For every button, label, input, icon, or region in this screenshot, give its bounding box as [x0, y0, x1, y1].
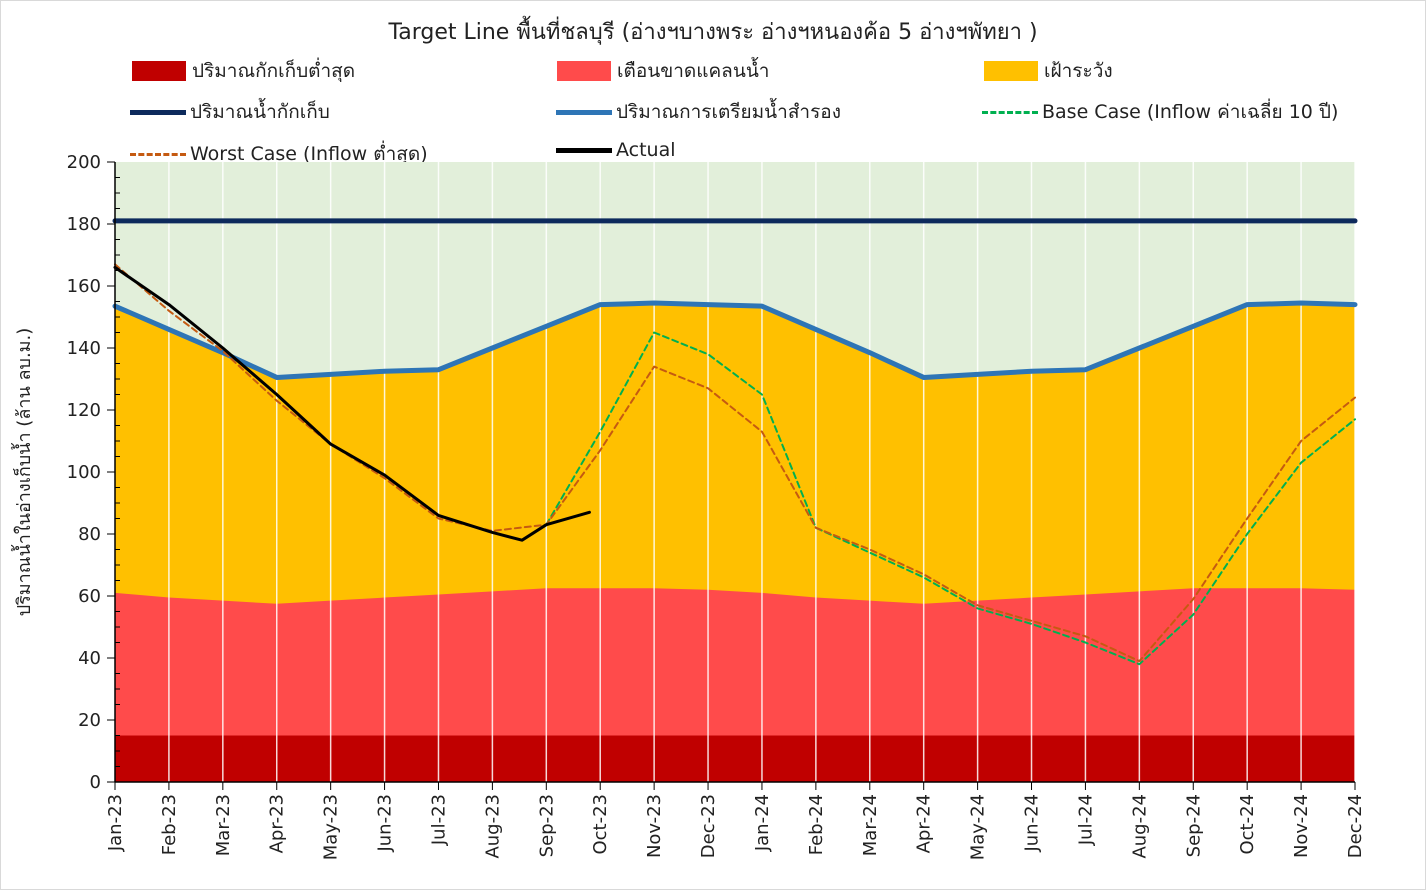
x-tick-label: Feb-23 — [159, 794, 180, 855]
legend-item-worst-case: Worst Case (Inflow ต่ำสุด) — [130, 139, 428, 169]
x-tick-label: Aug-24 — [1129, 794, 1150, 859]
x-tick-label: Mar-24 — [860, 794, 881, 856]
y-axis-title: ปริมาณน้ำในอ่างเก็บน้ำ (ล้าน ลบ.ม.) — [11, 328, 35, 617]
y-tick-label: 0 — [90, 772, 101, 793]
x-tick-label: Jul-24 — [1075, 794, 1096, 846]
legend-label: ปริมาณการเตรียมน้ำสำรอง — [616, 101, 841, 123]
legend-swatch — [130, 152, 186, 156]
x-tick-label: Dec-23 — [698, 794, 719, 858]
x-tick-label: Sep-23 — [536, 794, 557, 857]
legend-item-min-storage: ปริมาณกักเก็บต่ำสุด — [132, 56, 355, 86]
y-tick-label: 20 — [78, 710, 101, 731]
y-tick-label: 200 — [67, 152, 101, 173]
legend-item-reserve: ปริมาณการเตรียมน้ำสำรอง — [556, 97, 841, 127]
y-tick-label: 160 — [67, 276, 101, 297]
y-tick-label: 120 — [67, 400, 101, 421]
x-tick-label: May-24 — [968, 794, 989, 860]
x-tick-label: Apr-24 — [914, 794, 935, 853]
series-line-ปริมาณการเตรียมน้ำสำรอง — [112, 300, 1358, 380]
legend-swatch — [556, 109, 612, 115]
x-tick-label: Jan-24 — [752, 794, 773, 852]
x-tick-label: Dec-24 — [1345, 794, 1366, 858]
legend-label: ปริมาณกักเก็บต่ำสุด — [192, 60, 356, 82]
x-tick-label: Jan-23 — [105, 794, 126, 852]
legend-swatch — [130, 109, 186, 115]
x-tick-label: Jun-24 — [1022, 794, 1043, 853]
legend-label: ปริมาณน้ำกักเก็บ — [190, 101, 330, 123]
x-tick-label: Apr-23 — [267, 794, 288, 853]
legend-swatch — [556, 147, 612, 153]
legend-item-shortage-warning: เตือนขาดแคลนน้ำ — [557, 56, 769, 86]
legend-swatch — [982, 110, 1038, 114]
x-tick-label: Sep-24 — [1183, 794, 1204, 857]
legend-label: Actual — [616, 139, 676, 161]
x-tick-label: Oct-23 — [590, 794, 611, 855]
legend-label: Worst Case (Inflow ต่ำสุด) — [190, 143, 428, 165]
series-line-Base Case (Inflow ค่าเฉลี่ย 10 ปี) — [545, 331, 1356, 666]
area-เตือนขาดแคลนน้ำ — [115, 588, 1355, 782]
legend-swatch — [557, 61, 611, 81]
legend-label: เฝ้าระวัง — [1044, 60, 1113, 82]
legend-label: Base Case (Inflow ค่าเฉลี่ย 10 ปี) — [1042, 101, 1339, 123]
legend-swatch — [132, 61, 186, 81]
y-tick-label: 80 — [78, 524, 101, 545]
y-tick-label: 40 — [78, 648, 101, 669]
x-tick-label: May-23 — [321, 794, 342, 860]
y-tick-label: 100 — [67, 462, 101, 483]
y-tick-label: 180 — [67, 214, 101, 235]
legend-item-base-case: Base Case (Inflow ค่าเฉลี่ย 10 ปี) — [982, 97, 1338, 127]
x-tick-label: Nov-24 — [1291, 794, 1312, 858]
chart-title: Target Line พื้นที่ชลบุรี (อ่างฯบางพระ อ… — [388, 20, 1038, 45]
x-tick-label: Feb-24 — [806, 794, 827, 855]
legend-item-actual: Actual — [556, 139, 676, 161]
area-ปริมาณกักเก็บต่ำสุด — [115, 735, 1355, 782]
x-tick-label: Nov-23 — [644, 794, 665, 858]
x-tick-label: Aug-23 — [482, 794, 503, 859]
x-tick-label: Oct-24 — [1237, 794, 1258, 855]
y-tick-label: 60 — [78, 586, 101, 607]
legend-label: เตือนขาดแคลนน้ำ — [617, 60, 770, 82]
x-tick-label: Jun-23 — [375, 794, 396, 853]
legend-item-watch: เฝ้าระวัง — [984, 56, 1113, 86]
x-tick-label: Jul-23 — [428, 794, 449, 846]
legend-swatch — [984, 61, 1038, 81]
legend-item-capacity: ปริมาณน้ำกักเก็บ — [130, 97, 330, 127]
x-tick-label: Mar-23 — [213, 794, 234, 856]
y-tick-label: 140 — [67, 338, 101, 359]
